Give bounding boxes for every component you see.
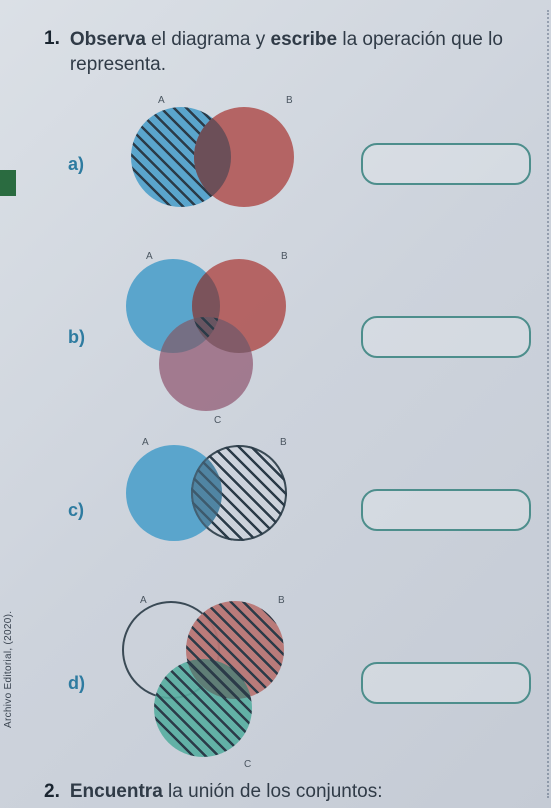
set-label-c4: C (244, 759, 251, 770)
hatch-c (154, 659, 252, 757)
diagram-a: A B (96, 89, 306, 239)
q2-number: 2. (44, 781, 60, 803)
page: 1. Observa el diagrama y escribe la oper… (0, 0, 551, 808)
question-1: 1. Observa el diagrama y escribe la oper… (44, 28, 531, 77)
answer-blank-a[interactable] (361, 143, 531, 185)
q2-rest: la unión de los conjuntos: (163, 781, 383, 802)
set-label-b4: B (278, 595, 285, 606)
set-label-a: A (158, 95, 165, 106)
item-c-label: c) (68, 500, 96, 521)
q1-number: 1. (44, 28, 60, 50)
diagram-d: A B C (96, 593, 306, 773)
answer-blank-b[interactable] (361, 316, 531, 358)
set-label-b2: B (281, 251, 288, 262)
item-c: c) A B (68, 435, 531, 585)
overlap-ab (194, 107, 294, 207)
q2-bold: Encuentra (70, 781, 163, 802)
item-b: b) A B C (68, 247, 531, 427)
answer-blank-c[interactable] (361, 489, 531, 531)
answer-blank-d[interactable] (361, 662, 531, 704)
credit-text: Archivo Editorial, (2020). (3, 611, 14, 728)
dotted-margin (547, 10, 549, 798)
set-label-c2: C (214, 415, 221, 426)
set-label-a3: A (142, 437, 149, 448)
item-d-label: d) (68, 673, 96, 694)
set-label-a2: A (146, 251, 153, 262)
hatch-triple (192, 259, 286, 353)
diagram-b: A B C (96, 247, 306, 427)
item-a-label: a) (68, 154, 96, 175)
item-a: a) A B (68, 89, 531, 239)
set-label-b3: B (280, 437, 287, 448)
item-d: d) A B C (68, 593, 531, 773)
q1-mid: el diagrama y (146, 29, 271, 50)
q2-text: Encuentra la unión de los conjuntos: (70, 781, 383, 803)
q1-bold-observa: Observa (70, 29, 146, 50)
question-2: 2. Encuentra la unión de los conjuntos: (44, 781, 531, 803)
q1-text: Observa el diagrama y escribe la operaci… (70, 28, 531, 77)
left-color-tab (0, 170, 16, 196)
q1-bold-escribe: escribe (271, 29, 338, 50)
set-label-b: B (286, 95, 293, 106)
diagram-c: A B (96, 435, 306, 585)
overlap-ab3 (191, 445, 287, 541)
set-label-a4: A (140, 595, 147, 606)
item-b-label: b) (68, 327, 96, 348)
